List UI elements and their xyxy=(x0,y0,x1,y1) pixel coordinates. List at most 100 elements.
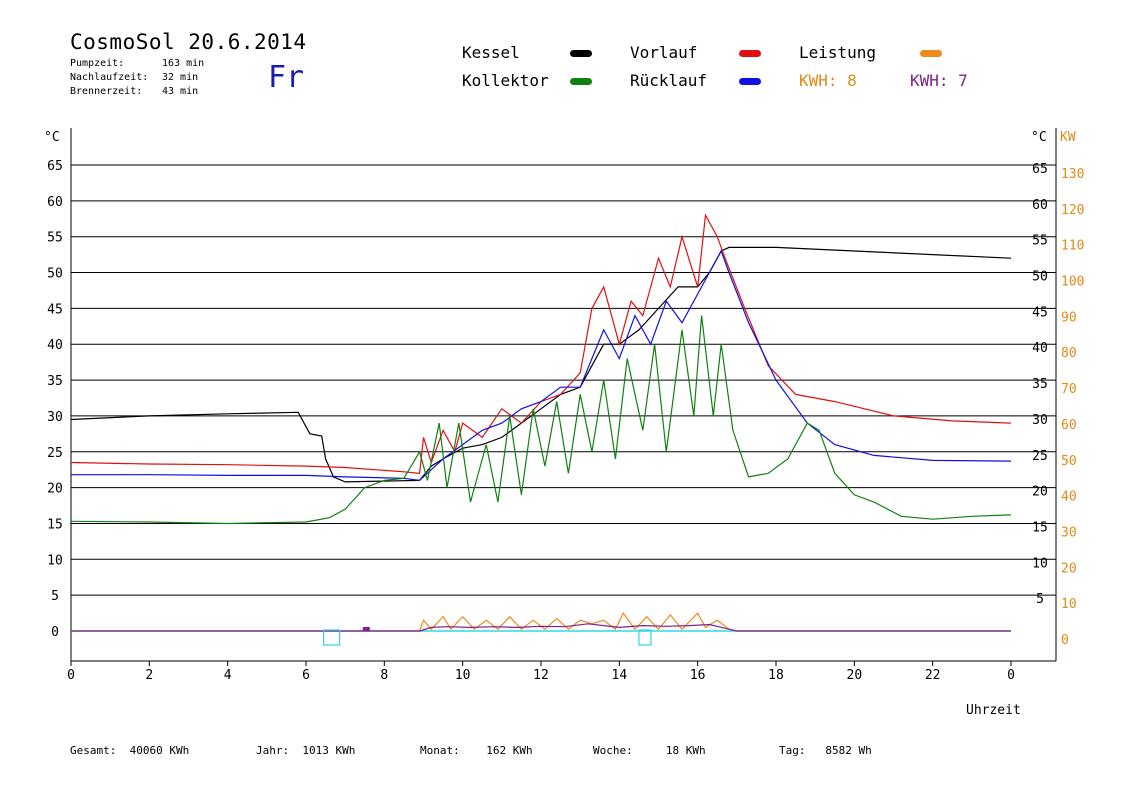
footer-tag: Tag: 8582 Wh xyxy=(779,744,872,757)
footer-gesamt: Gesamt: 40060 KWh xyxy=(70,744,189,757)
x-tick-label: 22 xyxy=(925,668,941,683)
chart-title: CosmoSol 20.6.2014 xyxy=(70,30,307,54)
y-tick-label-right-temp: 40 xyxy=(1032,341,1048,356)
baseline-marker xyxy=(323,629,341,646)
legend-vorlauf-label: Vorlauf xyxy=(630,43,698,62)
power-series-line xyxy=(71,611,1011,632)
y-tick-label-left: 60 xyxy=(47,195,63,210)
y-tick-label-right-power: 90 xyxy=(1061,310,1077,325)
y-tick-label-right-temp: 20 xyxy=(1032,485,1048,500)
legend-ruecklauf-label: Rücklauf xyxy=(630,71,708,90)
y-tick-label-right-power: 70 xyxy=(1061,382,1077,397)
y-tick-label-right-power: 130 xyxy=(1061,167,1084,182)
y-tick-label-left: 50 xyxy=(47,267,63,282)
stat-nachlaufzeit: Nachlaufzeit: 32 min xyxy=(70,72,199,83)
footer-monat-value: 162 KWh xyxy=(486,744,533,757)
y-axis-label-right-power: KW xyxy=(1060,130,1076,145)
y-tick-label-right-temp: 15 xyxy=(1032,520,1048,535)
x-tick-label: 0 xyxy=(1007,668,1015,683)
footer-gesamt-value: 40060 KWh xyxy=(129,744,190,757)
x-tick-label: 10 xyxy=(455,668,471,683)
y-tick-label-right-temp: 30 xyxy=(1032,413,1048,428)
x-tick-label: 14 xyxy=(612,668,628,683)
legend-kollektor-swatch xyxy=(570,78,592,85)
footer-woche-value: 18 KWh xyxy=(665,744,706,757)
stat-label: Brennerzeit: xyxy=(70,86,143,97)
x-tick-label: 12 xyxy=(533,668,549,683)
stat-brennerzeit: Brennerzeit: 43 min xyxy=(70,86,199,97)
y-tick-label-right-power: 30 xyxy=(1061,525,1077,540)
y-tick-label-right-power: 10 xyxy=(1061,597,1077,612)
y-tick-label-right-power: 50 xyxy=(1061,454,1077,469)
x-tick-label: 8 xyxy=(380,668,388,683)
x-tick-label: 20 xyxy=(847,668,863,683)
y-tick-label-right-temp: 10 xyxy=(1032,556,1048,571)
y-axis-label-right-temp: °C xyxy=(1031,130,1047,145)
footer-monat: Monat: 162 KWh xyxy=(420,744,533,757)
stat-value: 43 min xyxy=(162,86,199,97)
y-tick-label-right-temp: 65 xyxy=(1032,162,1048,177)
y-tick-label-right-power: 100 xyxy=(1061,275,1084,290)
y-tick-label-right-temp: 25 xyxy=(1032,449,1048,464)
x-tick-label: 0 xyxy=(67,668,75,683)
y-tick-label-left: 5 xyxy=(51,589,59,604)
x-tick-label: 6 xyxy=(302,668,310,683)
legend-ruecklauf-swatch xyxy=(739,78,761,85)
x-tick-label: 16 xyxy=(690,668,706,683)
y-tick-label-right-temp: 5 xyxy=(1036,592,1044,607)
footer-woche-label: Woche: xyxy=(593,744,633,757)
x-tick-label: 2 xyxy=(145,668,153,683)
legend-kwh-purple: KWH: 7 xyxy=(910,71,968,90)
stat-value: 32 min xyxy=(162,72,199,83)
footer-gesamt-label: Gesamt: xyxy=(70,744,117,757)
legend-kessel-label: Kessel xyxy=(462,43,520,62)
x-axis-title: Uhrzeit xyxy=(966,703,1021,718)
y-tick-label-left: 45 xyxy=(47,302,63,317)
y-tick-label-left: 15 xyxy=(47,517,63,532)
y-tick-label-left: 35 xyxy=(47,374,63,389)
y-tick-label-left: 30 xyxy=(47,410,63,425)
footer-woche: Woche: 18 KWh xyxy=(593,744,706,757)
burner-marker xyxy=(362,627,370,631)
legend-kwh-orange: KWH: 8 xyxy=(799,71,857,90)
x-tick-label: 18 xyxy=(768,668,784,683)
legend-vorlauf-swatch xyxy=(739,50,761,57)
stat-label: Pumpzeit: xyxy=(70,58,125,69)
y-tick-label-left: 25 xyxy=(47,446,63,461)
y-tick-label-right-temp: 35 xyxy=(1032,377,1048,392)
stat-value: 163 min xyxy=(162,58,205,69)
series-line-vorlauf xyxy=(70,213,1012,474)
y-tick-label-left: 55 xyxy=(47,231,63,246)
y-tick-label-right-power: 80 xyxy=(1061,346,1077,361)
y-tick-label-right-power: 120 xyxy=(1061,203,1084,218)
power-series-line xyxy=(71,623,1011,632)
y-tick-label-left: 65 xyxy=(47,159,63,174)
footer-monat-label: Monat: xyxy=(420,744,460,757)
y-tick-label-right-power: 20 xyxy=(1061,561,1077,576)
y-tick-label-right-power: 60 xyxy=(1061,418,1077,433)
y-tick-label-right-temp: 55 xyxy=(1032,234,1048,249)
y-tick-label-right-temp: 45 xyxy=(1032,305,1048,320)
y-axis-label-left: °C xyxy=(44,130,60,145)
footer-tag-label: Tag: xyxy=(779,744,806,757)
y-tick-label-left: 10 xyxy=(47,553,63,568)
footer-jahr-value: 1013 KWh xyxy=(302,744,356,757)
y-tick-label-left: 0 xyxy=(51,625,59,640)
baseline-marker xyxy=(638,629,652,646)
y-tick-label-right-temp: 50 xyxy=(1032,270,1048,285)
series-line-kollektor xyxy=(70,315,1012,525)
day-name: Fr xyxy=(268,60,305,95)
y-tick-label-right-power: 40 xyxy=(1061,490,1077,505)
stat-label: Nachlaufzeit: xyxy=(70,72,149,83)
legend-leistung-label: Leistung xyxy=(799,43,877,62)
footer-jahr: Jahr: 1013 KWh xyxy=(256,744,355,757)
y-tick-label-left: 40 xyxy=(47,338,63,353)
footer-jahr-label: Jahr: xyxy=(256,744,290,757)
stat-pumpzeit: Pumpzeit: 163 min xyxy=(70,58,205,69)
series-line-rcklauf xyxy=(71,249,1012,482)
y-tick-label-right-power: 0 xyxy=(1061,633,1069,648)
legend-kessel-swatch xyxy=(570,50,592,57)
y-tick-label-left: 20 xyxy=(47,482,63,497)
y-tick-label-right-temp: 60 xyxy=(1032,198,1048,213)
legend-leistung-swatch xyxy=(920,50,942,57)
